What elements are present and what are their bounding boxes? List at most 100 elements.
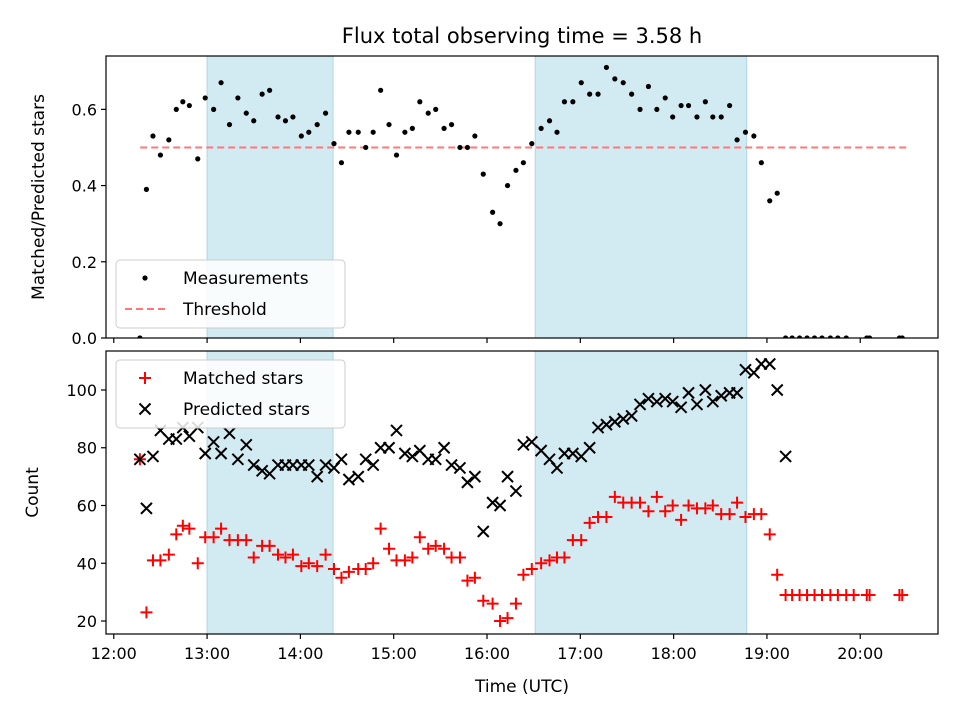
matched-star-point — [247, 551, 260, 564]
measurement-point — [464, 144, 471, 151]
measurement-point — [587, 91, 593, 97]
predicted-star-point — [501, 470, 514, 483]
measurement-point — [282, 118, 289, 124]
matched-star-point — [374, 522, 387, 535]
measurement-point — [346, 129, 352, 135]
matched-star-point — [295, 560, 308, 573]
measurement-point — [685, 102, 692, 109]
predicted-star-point — [390, 424, 403, 437]
measurement-point — [298, 133, 304, 139]
matched-star-point — [359, 563, 372, 576]
matched-star-point — [600, 511, 613, 524]
matched-star-point — [675, 513, 688, 526]
matched-star-point — [847, 589, 860, 602]
y-tick-label: 80 — [77, 439, 97, 458]
predicted-star-point — [591, 421, 605, 434]
measurement-point — [137, 335, 143, 338]
matched-star-point — [207, 531, 220, 544]
legend-entry-label: Measurements — [183, 269, 309, 289]
chart-title: Flux total observing time = 3.58 h — [342, 24, 702, 48]
predicted-star-point — [600, 418, 613, 431]
data-points — [137, 64, 905, 338]
predicted-star-point — [255, 464, 269, 478]
predicted-star-point — [429, 453, 442, 466]
matched-star-point — [327, 563, 340, 576]
legend-matched-marker — [139, 372, 151, 384]
series-matched — [133, 453, 909, 628]
measurement-point — [186, 102, 192, 109]
matched-star-point — [154, 554, 167, 567]
measurement-point — [578, 80, 584, 86]
measurement-point — [425, 110, 431, 116]
observing-window-band — [534, 350, 748, 635]
axes-frame — [105, 350, 939, 635]
y-tick-label: 40 — [77, 554, 97, 573]
measurement-point — [331, 141, 337, 147]
measurement-point — [259, 91, 265, 97]
measurement-point — [402, 129, 408, 135]
measurement-point — [710, 114, 716, 120]
measurement-point — [538, 125, 544, 132]
measurement-point — [662, 95, 668, 101]
matched-star-point — [335, 571, 348, 584]
predicted-star-point — [486, 496, 499, 509]
predicted-star-point — [302, 458, 315, 472]
predicted-star-point — [406, 450, 419, 463]
measurement-point — [448, 121, 455, 128]
matched-star-point — [453, 551, 466, 564]
predicted-star-point — [674, 401, 688, 414]
measurement-point — [789, 335, 795, 338]
measurement-point — [694, 114, 700, 120]
y-tick-label: 0.0 — [72, 329, 97, 348]
measurement-point — [363, 144, 369, 151]
measurement-point — [275, 114, 281, 120]
measurement-point — [370, 129, 376, 135]
predicted-star-point — [366, 458, 380, 472]
measurement-point — [157, 152, 164, 158]
matched-star-point — [535, 557, 548, 570]
legend-entry-label: Predicted stars — [183, 400, 310, 420]
measurement-point — [654, 106, 660, 112]
predicted-star-point — [214, 447, 228, 460]
predicted-star-point — [170, 432, 183, 446]
matched-star-point — [183, 522, 196, 535]
predicted-star-point — [146, 450, 160, 463]
measurement-point — [595, 91, 601, 97]
predicted-star-point — [682, 386, 695, 400]
measurement-point — [554, 129, 560, 135]
measurement-point — [441, 125, 447, 132]
matched-star-point — [501, 612, 514, 625]
y-tick-label: 0.6 — [72, 100, 97, 119]
measurement-point — [742, 129, 749, 135]
predicted-star-point — [666, 395, 679, 408]
legend-entry-label: Threshold — [182, 300, 267, 320]
x-axis-label: Time (UTC) — [474, 677, 569, 697]
matched-star-point — [509, 597, 522, 610]
matched-star-point — [575, 534, 588, 547]
measurement-point — [561, 99, 568, 105]
y-tick-label: 0.2 — [72, 253, 97, 272]
measurement-point — [393, 152, 400, 158]
bottom-panel: 20 40 60 80 100 12:00 13:00 14:00 15:00 16:00 17:0… — [23, 350, 939, 663]
x-tick-label: 20:00 — [837, 644, 883, 663]
predicted-star-point — [715, 389, 728, 402]
matched-star-point — [755, 508, 768, 521]
matched-star-point — [477, 594, 490, 607]
matched-star-point — [543, 554, 556, 567]
x-tick-label: 18:00 — [651, 644, 697, 663]
matched-star-point — [583, 516, 596, 529]
y-tick-label: 20 — [77, 612, 97, 631]
predicted-star-point — [359, 453, 372, 466]
measurement-point — [718, 114, 724, 120]
predicted-star-point — [779, 450, 792, 463]
matched-star-point — [558, 551, 571, 564]
legend-predicted-marker — [138, 402, 152, 416]
predicted-star-point — [690, 398, 704, 411]
measurement-point — [180, 99, 186, 105]
y-tick-label: 100 — [66, 381, 97, 400]
measurement-point — [678, 102, 684, 109]
matched-star-point — [461, 574, 474, 587]
measurement-point — [819, 335, 825, 338]
measurement-point — [497, 221, 503, 227]
matched-star-point — [763, 528, 776, 541]
